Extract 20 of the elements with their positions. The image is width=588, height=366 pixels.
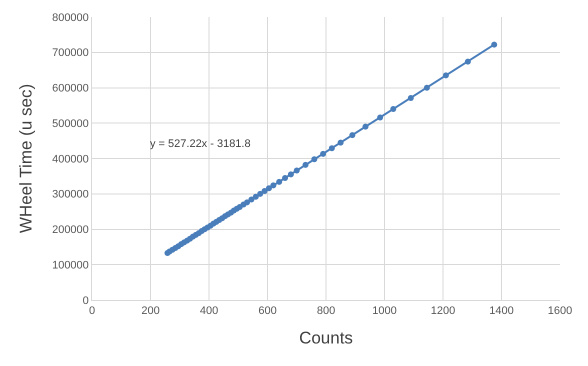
x-tick-label: 800 [316,305,336,318]
y-axis-title: WHeel Time (u sec) [16,84,36,234]
y-tick-label: 500000 [52,118,89,130]
x-tick-label: 1000 [372,305,397,318]
x-tick-label: 400 [200,305,218,318]
x-tick-label: 600 [258,305,277,318]
y-tick-label: 200000 [52,224,89,236]
x-tick-label: 1200 [430,305,456,318]
annotation: y = 527.22x - 3181.8 [150,138,251,150]
y-tick-label: 600000 [52,82,89,95]
x-axis-title: Counts [299,328,353,348]
y-tick-label: 100000 [52,259,89,272]
y-tick-label: 800000 [52,12,89,24]
y-tick-label: 700000 [52,47,89,60]
y-tick-label: 0 [82,294,89,307]
x-tick-label: 1400 [489,305,514,318]
x-tick-label: 200 [141,305,160,318]
y-tick-label: 300000 [52,188,89,201]
x-tick-label: 1600 [548,305,572,318]
y-tick-label: 400000 [52,153,89,166]
